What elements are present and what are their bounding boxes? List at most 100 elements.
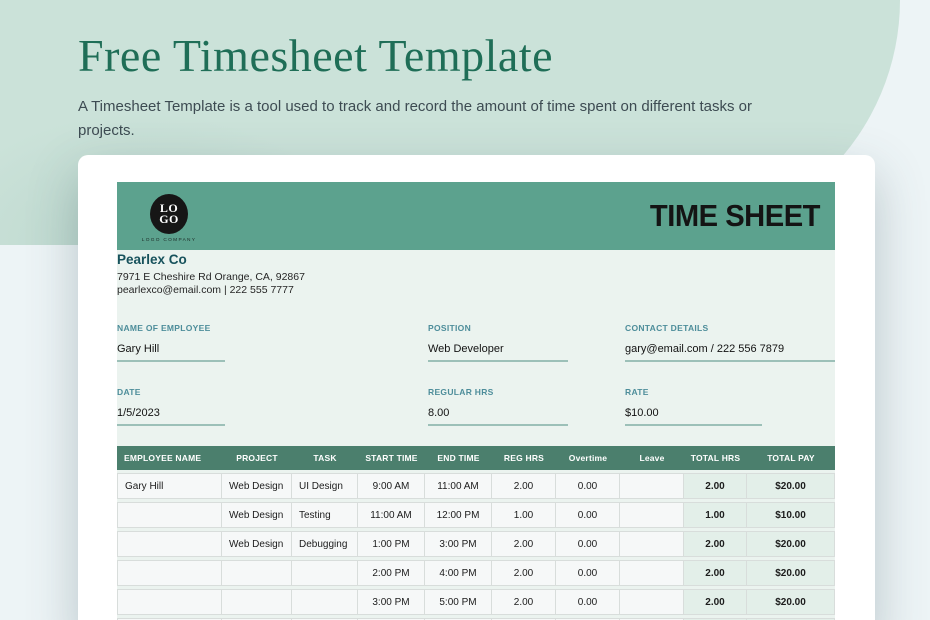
table-cell xyxy=(620,502,684,528)
table-cell: 1.00 xyxy=(684,502,747,528)
table-cell: 11:00 AM xyxy=(358,502,425,528)
table-cell: Web Design xyxy=(222,502,292,528)
field-value: Web Developer xyxy=(428,343,504,355)
table-cell xyxy=(620,589,684,615)
table-row: 2:00 PM 4:00 PM 2.00 0.00 2.00 $20.00 xyxy=(117,560,835,586)
table-row: 3:00 PM 5:00 PM 2.00 0.00 2.00 $20.00 xyxy=(117,589,835,615)
field-value: gary@email.com / 222 556 7879 xyxy=(625,343,785,355)
table-cell xyxy=(684,618,747,620)
page-subtitle: A Timesheet Template is a tool used to t… xyxy=(78,98,752,140)
table-cell: Debugging xyxy=(292,531,358,557)
field-contact-details: CONTACT DETAILS gary@email.com / 222 556 … xyxy=(625,323,835,362)
field-value: Gary Hill xyxy=(117,343,160,355)
table-header-row: EMPLOYEE NAME PROJECT TASK START TIME END TI… xyxy=(117,446,835,470)
table-cell xyxy=(620,618,684,620)
table-cell: Gary Hill xyxy=(117,473,222,499)
field-underline xyxy=(428,360,568,362)
table-row xyxy=(117,618,835,620)
field-underline xyxy=(625,424,762,426)
table-cell xyxy=(425,618,492,620)
table-cell: $10.00 xyxy=(747,502,835,528)
logo-caption: LOGO COMPANY xyxy=(141,238,197,243)
table-cell: 3:00 PM xyxy=(425,531,492,557)
table-cell xyxy=(117,589,222,615)
company-logo: LO GO LOGO COMPANY xyxy=(135,194,203,244)
table-cell: 12:00 PM xyxy=(425,502,492,528)
fields-row-2: DATE 1/5/2023 REGULAR HRS 8.00 RATE $10.00 xyxy=(117,387,835,426)
fields-row-1: NAME OF EMPLOYEE Gary Hill POSITION Web Dev… xyxy=(117,323,835,362)
table-cell: 2:00 PM xyxy=(358,560,425,586)
table-cell: 0.00 xyxy=(556,531,620,557)
table-row: Web Design Testing 11:00 AM 12:00 PM 1.00 0.0… xyxy=(117,502,835,528)
table-cell xyxy=(620,560,684,586)
table-cell: 4:00 PM xyxy=(425,560,492,586)
table-cell xyxy=(292,589,358,615)
timesheet-card: LO GO LOGO COMPANY TIME SHEET Pearlex Co… xyxy=(78,155,875,620)
field-label: DATE xyxy=(117,387,141,397)
column-header: PROJECT xyxy=(222,446,292,470)
field-underline xyxy=(117,360,225,362)
table-cell: 2.00 xyxy=(492,473,556,499)
table-cell: $20.00 xyxy=(747,589,835,615)
company-contact: pearlexco@email.com | 222 555 7777 xyxy=(117,284,294,296)
table-cell: 2.00 xyxy=(684,560,747,586)
column-header: Overtime xyxy=(556,446,620,470)
column-header: TOTAL PAY xyxy=(747,446,835,470)
table-cell: Testing xyxy=(292,502,358,528)
table-cell: 0.00 xyxy=(556,560,620,586)
table-cell: 5:00 PM xyxy=(425,589,492,615)
table-cell: Web Design xyxy=(222,473,292,499)
table-cell: 0.00 xyxy=(556,502,620,528)
field-rate: RATE $10.00 xyxy=(625,387,835,426)
field-label: NAME OF EMPLOYEE xyxy=(117,323,211,333)
table-cell: $20.00 xyxy=(747,473,835,499)
logo-text-bottom: GO xyxy=(159,212,179,226)
table-cell: 2.00 xyxy=(492,531,556,557)
table-cell xyxy=(358,618,425,620)
timesheet-document: LO GO LOGO COMPANY TIME SHEET Pearlex Co… xyxy=(117,182,835,620)
table-cell: 3:00 PM xyxy=(358,589,425,615)
field-position: POSITION Web Developer xyxy=(428,323,625,362)
column-header: END TIME xyxy=(425,446,492,470)
field-date: DATE 1/5/2023 xyxy=(117,387,428,426)
field-label: REGULAR HRS xyxy=(428,387,494,397)
table-cell xyxy=(556,618,620,620)
field-value: $10.00 xyxy=(625,407,659,419)
table-cell: 9:00 AM xyxy=(358,473,425,499)
table-cell xyxy=(222,589,292,615)
table-cell: 2.00 xyxy=(684,531,747,557)
table-cell xyxy=(117,618,222,620)
table-row: Web Design Debugging 1:00 PM 3:00 PM 2.00 0.0… xyxy=(117,531,835,557)
field-underline xyxy=(117,424,225,426)
table-cell: 2.00 xyxy=(684,473,747,499)
table-cell xyxy=(222,560,292,586)
table-cell: 0.00 xyxy=(556,589,620,615)
table-cell xyxy=(620,473,684,499)
column-header: EMPLOYEE NAME xyxy=(117,446,222,470)
table-cell: 0.00 xyxy=(556,473,620,499)
timesheet-heading: TIME SHEET xyxy=(649,198,821,233)
company-name: Pearlex Co xyxy=(117,252,187,267)
table-cell xyxy=(620,531,684,557)
table-cell: 2.00 xyxy=(492,589,556,615)
timesheet-table: EMPLOYEE NAME PROJECT TASK START TIME END TI… xyxy=(117,443,835,620)
table-cell: 2.00 xyxy=(492,560,556,586)
field-underline xyxy=(625,360,835,362)
column-header: REG HRS xyxy=(492,446,556,470)
table-cell xyxy=(222,618,292,620)
field-label: RATE xyxy=(625,387,649,397)
logo-text-top: LO xyxy=(159,200,179,215)
table-row: Gary Hill Web Design UI Design 9:00 AM 11:00… xyxy=(117,473,835,499)
table-cell: 11:00 AM xyxy=(425,473,492,499)
table-cell: Web Design xyxy=(222,531,292,557)
hero-section: Free Timesheet Template A Timesheet Temp… xyxy=(78,30,818,143)
logo-icon: LO GO xyxy=(150,194,189,234)
field-value: 8.00 xyxy=(428,407,450,419)
field-label: CONTACT DETAILS xyxy=(625,323,709,333)
company-info: Pearlex Co 7971 E Cheshire Rd Orange, CA… xyxy=(117,252,835,297)
table-cell: $20.00 xyxy=(747,560,835,586)
table-cell xyxy=(747,618,835,620)
page-title: Free Timesheet Template xyxy=(78,30,554,81)
column-header: TASK xyxy=(292,446,358,470)
company-address: 7971 E Cheshire Rd Orange, CA, 92867 xyxy=(117,271,305,283)
